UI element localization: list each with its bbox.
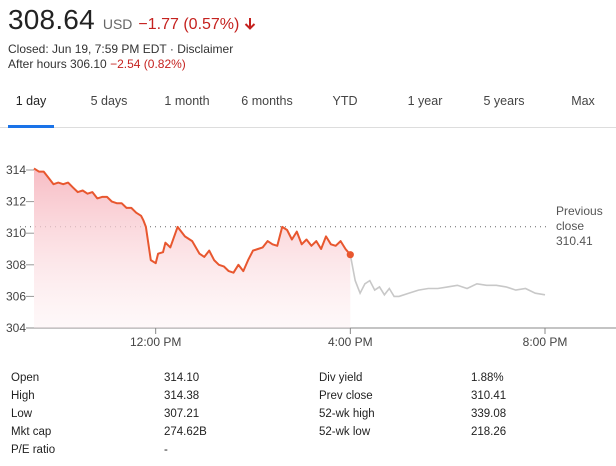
previous-close-label-2: close xyxy=(556,219,584,233)
y-tick-label: 312 xyxy=(6,195,26,209)
tab-1-month[interactable]: 1 month xyxy=(164,94,210,108)
tab-5-days[interactable]: 5 days xyxy=(90,94,128,108)
closed-line: Closed: Jun 19, 7:59 PM EDT · Disclaimer xyxy=(8,42,608,57)
stat-value: 1.88% xyxy=(471,372,504,384)
quote-header: 308.64 USD −1.77 (0.57%) Closed: Jun 19,… xyxy=(8,4,608,72)
stat-row: P/E ratio - xyxy=(0,441,616,459)
stat-label: 52-wk low xyxy=(319,426,371,438)
stat-label: Div yield xyxy=(319,372,363,384)
tab-6-months[interactable]: 6 months xyxy=(241,94,293,108)
stat-value: 314.10 xyxy=(164,372,200,384)
stat-row: High 314.38 Prev close 310.41 xyxy=(0,387,616,405)
after-hours-change: −2.54 (0.82%) xyxy=(110,57,186,71)
x-tick-label: 12:00 PM xyxy=(130,335,181,349)
stat-value: - xyxy=(164,444,168,456)
y-tick-label: 306 xyxy=(6,289,26,303)
price-change: −1.77 (0.57%) xyxy=(138,16,240,33)
stat-value: 314.38 xyxy=(164,390,200,402)
stat-label: Low xyxy=(11,408,33,420)
stat-row: Open 314.10 Div yield 1.88% xyxy=(0,369,616,387)
stat-row: Low 307.21 52-wk high 339.08 xyxy=(0,405,616,423)
currency: USD xyxy=(102,16,133,32)
arrow-down-icon xyxy=(245,18,256,30)
stat-row: Mkt cap 274.62B 52-wk low 218.26 xyxy=(0,423,616,441)
y-tick-label: 310 xyxy=(6,226,26,240)
time-range-tabs: 1 day 5 days 1 month 6 months YTD 1 year… xyxy=(0,86,616,128)
closed-text: Closed: Jun 19, 7:59 PM EDT · xyxy=(8,42,178,56)
previous-close-label: Previous xyxy=(556,204,603,218)
y-tick-label: 314 xyxy=(6,163,26,177)
y-tick-label: 304 xyxy=(6,321,26,335)
y-tick-label: 308 xyxy=(6,258,26,272)
stat-label: High xyxy=(11,390,35,402)
stat-label: P/E ratio xyxy=(11,444,56,456)
stat-value: 339.08 xyxy=(471,408,507,420)
x-axis: 12:00 PM 4:00 PM 8:00 PM xyxy=(130,328,567,349)
x-tick-label: 8:00 PM xyxy=(523,335,568,349)
regular-session-line xyxy=(33,167,352,274)
after-hours-line: After hours 306.10 −2.54 (0.82%) xyxy=(8,57,608,72)
current-price: 308.64 xyxy=(8,4,95,35)
key-stats: Open 314.10 Div yield 1.88% High 314.38 … xyxy=(0,369,616,459)
tab-1-day[interactable]: 1 day xyxy=(8,86,54,128)
after-hours-price: After hours 306.10 xyxy=(8,57,107,71)
tab-5-years[interactable]: 5 years xyxy=(483,94,525,108)
stat-value: 274.62B xyxy=(164,426,207,438)
tab-1-year[interactable]: 1 year xyxy=(407,94,443,108)
stat-label: Mkt cap xyxy=(11,426,52,438)
previous-close-value: 310.41 xyxy=(556,234,593,248)
stat-label: Open xyxy=(11,372,40,384)
tab-ytd[interactable]: YTD xyxy=(332,94,358,108)
stat-label: Prev close xyxy=(319,390,373,402)
stat-label: 52-wk high xyxy=(319,408,375,420)
price-row: 308.64 USD −1.77 (0.57%) xyxy=(8,4,608,42)
stat-value: 310.41 xyxy=(471,390,507,402)
disclaimer-link[interactable]: Disclaimer xyxy=(177,42,234,56)
stat-value: 307.21 xyxy=(164,408,200,420)
x-tick-label: 4:00 PM xyxy=(328,335,373,349)
tab-max[interactable]: Max xyxy=(571,94,595,108)
stat-value: 218.26 xyxy=(471,426,507,438)
price-chart[interactable]: 314 312 310 308 306 304 12:00 PM 4:00 PM 8:00 P… xyxy=(0,150,616,360)
regular-session-fill xyxy=(34,168,351,328)
close-point xyxy=(346,251,354,259)
after-hours-line xyxy=(349,254,546,298)
